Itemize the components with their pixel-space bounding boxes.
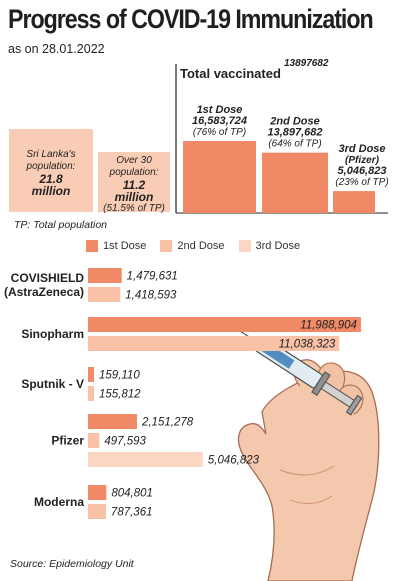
dose-3-name-label: 3rd Dose bbox=[338, 143, 385, 155]
bar-4-0 bbox=[88, 485, 107, 500]
bar-0-1 bbox=[88, 287, 121, 302]
value-label-4-1: 787,361 bbox=[111, 507, 153, 519]
bar-1-0 bbox=[88, 317, 361, 332]
bar-2-0 bbox=[88, 367, 94, 382]
value-label-3-1: 497,593 bbox=[104, 436, 146, 448]
tp-note: TP: Total population bbox=[14, 219, 108, 231]
sri-lanka-value: 21.8 bbox=[39, 172, 63, 186]
bar-2-1 bbox=[88, 386, 94, 401]
bar-1-1 bbox=[88, 336, 340, 351]
vaccine-bars-group: COVISHIELD(AstraZeneca) 1,479,631 1,418,59… bbox=[4, 268, 361, 519]
legend-swatch-third bbox=[238, 240, 251, 252]
page-title: Progress of COVID-19 Immunization bbox=[8, 4, 374, 34]
bar-3-2 bbox=[88, 452, 203, 467]
value-label-4-0: 804,801 bbox=[111, 488, 153, 500]
value-label-2-0: 159,110 bbox=[99, 370, 140, 382]
over30-label-1: Over 30 bbox=[116, 155, 152, 166]
dose-1-name-label: 1st Dose bbox=[197, 104, 243, 116]
dose-3-name2-label: (Pfizer) bbox=[345, 155, 380, 166]
source-note: Source: Epidemiology Unit bbox=[10, 558, 134, 570]
over30-label-2: population: bbox=[109, 167, 159, 178]
dose-3-value-label: 5,046,823 bbox=[338, 165, 387, 177]
sri-lanka-label-1: Sri Lanka's bbox=[26, 149, 76, 160]
legend-item-second: 2nd Dose bbox=[160, 240, 225, 252]
sri-lanka-unit: million bbox=[31, 184, 71, 198]
value-label-3-2: 5,046,823 bbox=[208, 455, 260, 467]
dose-bar-2 bbox=[262, 152, 328, 213]
sri-lanka-label-2: population: bbox=[26, 161, 76, 172]
legend: 1st Dose 2nd Dose 3rd Dose bbox=[86, 240, 300, 252]
date-subtitle: as on 28.01.2022 bbox=[8, 42, 105, 56]
bar-4-1 bbox=[88, 504, 106, 519]
legend-label-first: 1st Dose bbox=[103, 240, 147, 252]
sri-lanka-population-box: Sri Lanka's population: 21.8 million bbox=[9, 129, 93, 212]
dose-1-value-label: 16,583,724 bbox=[192, 115, 247, 127]
value-label-1-0: 11,988,904 bbox=[300, 320, 357, 332]
legend-label-third: 3rd Dose bbox=[255, 240, 301, 252]
category-label-4-0: Moderna bbox=[34, 495, 84, 509]
over30-unit: million bbox=[114, 190, 154, 204]
total-vaccinated-number: 13897682 bbox=[284, 58, 329, 69]
over30-pct: (51.5% of TP) bbox=[103, 203, 165, 214]
dose-2-name-label: 2nd Dose bbox=[269, 116, 320, 128]
dose-bar-1 bbox=[183, 141, 256, 213]
dose-1-pct-label: (76% of TP) bbox=[193, 127, 246, 138]
dose-bar-3 bbox=[333, 191, 375, 213]
bar-3-1 bbox=[88, 433, 100, 448]
legend-item-third: 3rd Dose bbox=[238, 240, 301, 252]
legend-swatch-first bbox=[86, 240, 98, 252]
legend-item-first: 1st Dose bbox=[86, 240, 146, 252]
total-vaccinated-label: Total vaccinated bbox=[180, 66, 281, 81]
over30-value: 11.2 bbox=[122, 178, 146, 192]
value-label-2-1: 155,812 bbox=[99, 389, 141, 401]
hand-syringe-illustration bbox=[220, 318, 380, 581]
over30-population-box: Over 30 population: 11.2 million (51.5% … bbox=[98, 152, 170, 214]
value-label-0-1: 1,418,593 bbox=[125, 290, 177, 302]
dose-2-pct-label: (64% of TP) bbox=[268, 139, 321, 150]
category-label-0-1: (AstraZeneca) bbox=[4, 285, 84, 299]
value-label-1-1: 11,038,323 bbox=[279, 339, 336, 351]
bar-3-0 bbox=[88, 414, 137, 429]
value-label-0-0: 1,479,631 bbox=[127, 271, 178, 283]
legend-swatch-second bbox=[160, 240, 173, 252]
bar-0-0 bbox=[88, 268, 122, 283]
category-label-1-0: Sinopharm bbox=[21, 327, 84, 341]
category-label-3-0: Pfizer bbox=[51, 434, 84, 448]
legend-label-second: 2nd Dose bbox=[177, 240, 225, 252]
value-label-3-0: 2,151,278 bbox=[141, 417, 194, 429]
dose-2-value-label: 13,897,682 bbox=[267, 127, 322, 139]
total-vaccinated-chart: Total vaccinated 13897682 1st Dose16,583… bbox=[175, 58, 389, 214]
category-label-2-0: Sputnik - V bbox=[21, 377, 84, 391]
category-label-0-0: COVISHIELD bbox=[11, 271, 85, 285]
dose-3-pct-label: (23% of TP) bbox=[335, 177, 388, 188]
